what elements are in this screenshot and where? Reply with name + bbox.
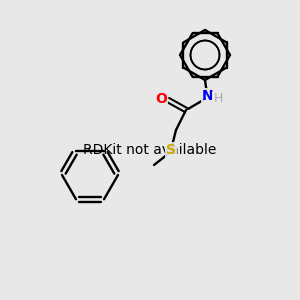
Text: N: N (202, 89, 214, 103)
Text: O: O (155, 92, 167, 106)
Text: RDKit not available: RDKit not available (83, 143, 217, 157)
Text: S: S (166, 143, 176, 157)
Text: H: H (213, 92, 223, 106)
